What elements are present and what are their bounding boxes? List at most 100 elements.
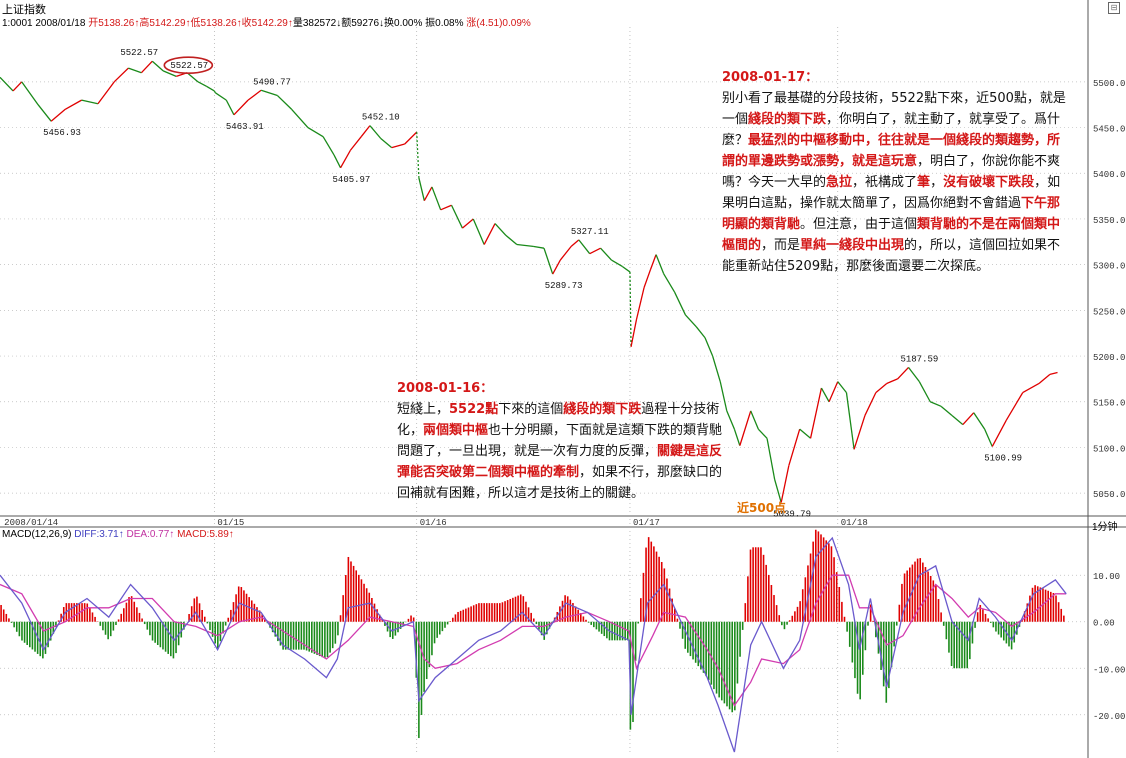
price-segment — [431, 186, 442, 211]
note-2008-01-16: 2008-01-16： 短綫上，5522點下來的這個綫段的類下跌過程十分技術化，… — [397, 378, 727, 504]
price-segment — [64, 99, 82, 110]
price-segment — [695, 326, 706, 339]
price-segment — [799, 428, 811, 439]
note-highlight: 類背馳的不是在兩個類中樞間的 — [722, 217, 1061, 253]
price-segment — [809, 387, 823, 439]
price-segment — [853, 415, 866, 450]
window-toggle-icon[interactable]: ⊟ — [1108, 2, 1120, 14]
price-segment — [225, 99, 235, 116]
price-segment — [213, 90, 216, 94]
price-segment — [712, 355, 721, 382]
price-segment — [1049, 371, 1058, 375]
y-tick-label: 5450.0 — [1093, 125, 1125, 135]
y-tick-label: 5350.0 — [1093, 216, 1125, 226]
price-segment — [37, 104, 52, 122]
price-segment — [505, 234, 518, 246]
y-tick-label: 5400.0 — [1093, 170, 1125, 180]
note-text: 。但注意，由于這個 — [800, 217, 918, 232]
price-segment — [820, 387, 830, 403]
price-segment — [621, 265, 631, 273]
note-highlight: 單純一綫段中出現 — [800, 238, 905, 253]
price-segment — [630, 319, 638, 348]
price-segment — [984, 428, 993, 447]
price-segment — [1038, 373, 1051, 384]
price-segment — [991, 419, 1007, 447]
y-tick-label: 5150.0 — [1093, 399, 1125, 409]
price-segment — [897, 366, 909, 380]
price-segment — [494, 223, 507, 236]
price-segment — [0, 76, 14, 92]
price-segment — [533, 245, 545, 249]
price-annotation: 5405.97 — [333, 175, 371, 185]
price-annotation: 5452.10 — [362, 113, 400, 123]
turnover-value: 换0.00% — [384, 18, 423, 29]
note-highlight: 急拉 — [826, 175, 853, 190]
price-segment — [750, 410, 759, 430]
note-highlight: 綫段的類下跌 — [748, 112, 827, 127]
price-segment — [186, 72, 199, 83]
price-segment — [589, 247, 601, 255]
note-text: ， — [930, 175, 944, 190]
price-segment — [440, 204, 452, 211]
price-segment — [907, 366, 920, 383]
price-annotation: 5456.93 — [43, 128, 81, 138]
price-segment — [369, 125, 382, 139]
price-segment — [233, 99, 249, 116]
price-segment — [339, 150, 351, 169]
period-label[interactable]: 1分钟 — [1092, 522, 1118, 533]
macd-tick-label: 10.00 — [1093, 572, 1120, 582]
high-circle — [163, 56, 214, 75]
price-segment — [215, 92, 227, 101]
y-tick-label: 5500.0 — [1093, 79, 1125, 89]
price-segment — [837, 381, 847, 394]
note-text: 短綫上， — [397, 402, 450, 417]
price-annotation: 5327.11 — [571, 227, 609, 237]
price-annotation: 5100.99 — [984, 454, 1022, 464]
price-segment — [962, 412, 975, 426]
macd-diff: DIFF:3.71↑ — [74, 529, 124, 540]
price-segment — [349, 136, 362, 151]
note-highlight: 綫段的類下跌 — [563, 402, 642, 417]
price-segment — [1005, 392, 1024, 421]
price-segment — [260, 89, 278, 97]
price-segment — [1022, 382, 1040, 394]
price-segment — [81, 99, 99, 105]
note-highlight: 關鍵是這反彈能否突破第二個類中樞的牽制 — [397, 444, 723, 480]
macd-tick-label: -10.00 — [1093, 665, 1125, 675]
price-segment — [673, 291, 687, 316]
price-segment — [423, 186, 433, 201]
price-segment — [461, 218, 474, 229]
price-segment — [643, 268, 652, 288]
price-segment — [380, 138, 393, 149]
macd-name: MACD(12,26,9) — [2, 529, 72, 540]
price-segment — [726, 410, 736, 430]
open-value: 开5138.26↑ — [88, 18, 140, 29]
near-500-label: 近500点 — [737, 501, 787, 515]
diff-line — [0, 536, 1067, 753]
macd-dea: DEA:0.77↑ — [126, 529, 175, 540]
price-segment — [845, 392, 855, 450]
price-segment — [543, 247, 554, 275]
note-text: ，如果明白這點，操作就太簡單了，因爲你絕對不會錯過 — [722, 175, 1061, 211]
note-2008-01-17: 2008-01-17： 别小看了最基礎的分段技術，5522點下來，近500點，就… — [722, 67, 1072, 277]
price-segment — [629, 271, 632, 347]
price-annotation: 5187.59 — [900, 354, 938, 364]
x-tick-label: 2008/01/14 — [4, 518, 58, 528]
price-segment — [973, 412, 986, 430]
price-segment — [663, 273, 676, 293]
price-segment — [416, 132, 420, 178]
price-segment — [333, 154, 342, 169]
price-segment — [929, 401, 942, 407]
note-highlight: 沒有破壞下跌段 — [943, 175, 1035, 190]
y-tick-label: 5100.0 — [1093, 444, 1125, 454]
price-segment — [450, 204, 463, 229]
price-segment — [611, 259, 623, 268]
note-highlight: 最猛烈的中樞移動中，往往就是一個綫段的類趨勢，所謂的單邊跌勢或漲勢，就是這玩意 — [722, 133, 1061, 169]
price-segment — [875, 382, 888, 394]
index-name: 上证指数 — [2, 4, 46, 16]
price-segment — [828, 381, 839, 403]
note-body: 别小看了最基礎的分段技術，5522點下來，近500點，就是一個綫段的類下跌，你明… — [722, 88, 1072, 277]
price-segment — [635, 287, 645, 320]
note-date: 2008-01-17： — [722, 70, 819, 85]
